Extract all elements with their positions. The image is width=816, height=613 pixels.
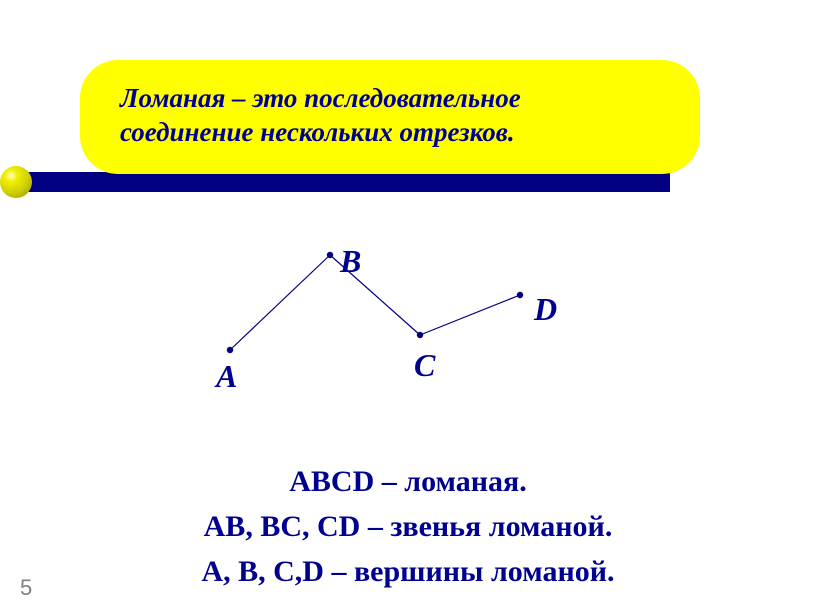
- definition-box: Ломаная – это последовательное соединени…: [80, 60, 700, 174]
- vertex-label-B: В: [340, 243, 361, 280]
- header-divider: [20, 172, 670, 192]
- vertex-label-C: С: [414, 347, 435, 384]
- vertex-label-D: D: [534, 291, 557, 328]
- header-bullet: [0, 166, 32, 198]
- polyline-diagram: А В С D: [170, 225, 610, 395]
- vertex-dot: [417, 332, 423, 338]
- vertex-dot: [327, 252, 333, 258]
- segment: [420, 295, 520, 335]
- vertex-label-A: А: [216, 358, 237, 395]
- body-line-3: А, В, С,D – вершины ломаной.: [0, 550, 816, 594]
- vertex-dot: [227, 347, 233, 353]
- definition-text: Ломаная – это последовательное соединени…: [120, 82, 660, 150]
- page-number: 5: [20, 575, 32, 601]
- segment: [230, 255, 330, 350]
- body-line-2: АВ, ВС, СD – звенья ломаной.: [0, 505, 816, 549]
- body-line-1: АВСD – ломаная.: [0, 460, 816, 504]
- vertex-dot: [517, 292, 523, 298]
